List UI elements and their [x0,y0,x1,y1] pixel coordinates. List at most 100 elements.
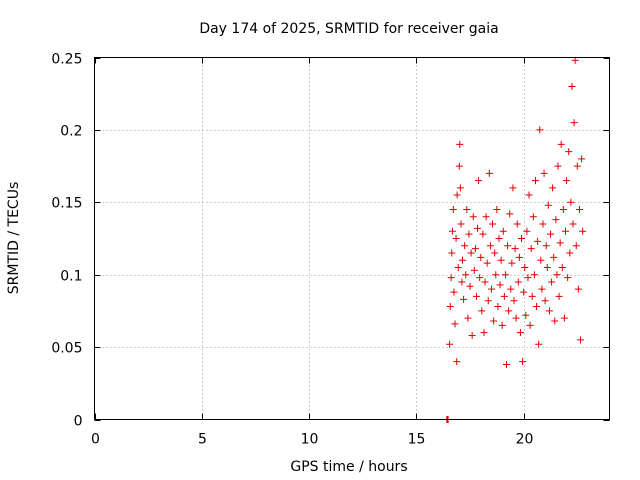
data-point [512,314,520,322]
data-point [494,303,502,311]
data-point [448,249,456,257]
data-point [579,227,587,235]
data-point [460,295,468,303]
data-point [505,307,513,315]
data-point [553,271,561,279]
data-point [467,249,475,257]
data-point [541,297,549,305]
data-point [527,245,535,253]
y-tick-label: 0 [74,414,83,430]
data-point [452,235,460,242]
data-point [478,307,486,315]
data-point [534,237,542,245]
data-point [495,235,503,242]
data-point [558,263,566,271]
data-point [489,220,497,228]
data-point [480,329,488,337]
data-point [483,259,491,267]
data-point [513,220,521,228]
data-point [469,213,477,221]
data-point [446,303,454,311]
x-tick-label: 5 [198,432,207,448]
data-point [529,213,537,221]
y-tick-label: 0.15 [51,196,82,212]
data-point [456,184,464,192]
grid-lines [94,57,610,420]
data-point [448,227,456,235]
data-point [525,191,533,199]
data-point [551,317,559,325]
data-point [514,278,522,286]
x-axis-label: GPS time / hours [290,459,407,475]
data-point [544,201,552,209]
x-tick-label: 15 [408,432,426,448]
data-point [458,278,466,286]
y-tick-label: 0.1 [60,269,82,285]
data-point [471,245,479,253]
data-point [572,242,580,250]
data-point [455,162,463,170]
data-point [536,126,544,134]
data-point [476,274,484,282]
data-point [484,297,492,305]
data-point [563,177,571,185]
data-point [450,288,458,296]
data-point [446,340,454,348]
data-point [487,285,495,293]
data-point [568,82,576,90]
data-point [497,256,505,264]
x-tick-label: 10 [301,432,319,448]
data-point [457,220,465,228]
data-point [556,239,564,247]
data-point [479,230,487,238]
data-point [461,242,469,250]
data-point [521,263,529,271]
data-point [508,259,516,267]
data-point [475,177,483,185]
data-point [510,297,518,305]
data-point [516,329,524,337]
data-point [549,184,557,192]
data-point [539,220,547,228]
data-point [491,249,499,257]
data-point [554,162,562,170]
data-point [518,235,526,242]
data-point [464,314,472,322]
data-point [503,360,510,368]
x-tick-label: 20 [516,432,534,448]
data-point [474,224,482,232]
data-point [500,292,508,300]
data-point [477,253,485,261]
data-point [575,206,583,214]
data-point [454,263,462,271]
data-point [472,292,480,300]
data-point [523,227,531,235]
chart-title: Day 174 of 2025, SRMTID for receiver gai… [199,21,498,37]
data-point [530,271,538,279]
data-point [569,220,577,228]
data-point [481,278,489,286]
data-point [531,177,539,185]
data-point [538,285,546,293]
y-tick-label: 0.2 [60,124,82,140]
data-point [543,263,551,271]
data-point [573,162,581,170]
data-point [515,253,523,261]
data-point [498,321,506,329]
y-tick-label: 0.25 [51,52,82,68]
data-point [555,292,563,300]
data-point [560,314,568,322]
data-point [548,278,556,286]
data-point [533,303,541,311]
data-point [485,169,493,177]
data-point [528,292,536,300]
data-point [468,332,476,340]
data-point [462,271,470,279]
data-point [546,230,554,238]
data-point [577,336,585,344]
data-point [520,288,528,296]
data-point [559,206,567,214]
data-point [465,230,473,238]
data-point [449,206,457,214]
